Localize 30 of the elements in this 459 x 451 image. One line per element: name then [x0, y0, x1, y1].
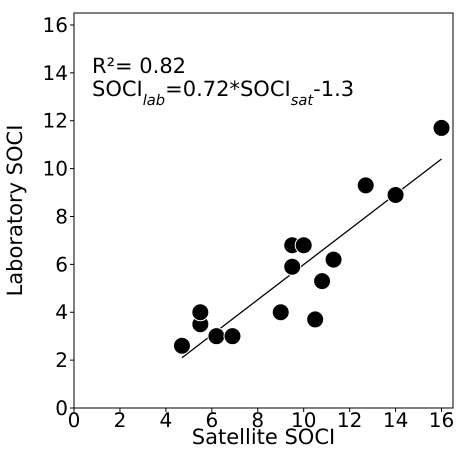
y-tick-label: 12 — [42, 108, 68, 133]
point — [386, 186, 405, 204]
point — [306, 310, 324, 328]
annotation: R²= 0.82 — [92, 54, 186, 78]
point — [272, 303, 290, 322]
x-tick-label: 4 — [160, 408, 172, 432]
point — [283, 258, 302, 276]
x-tick-label: 6 — [205, 408, 218, 432]
y-tick-label: 10 — [42, 156, 68, 181]
point — [223, 327, 242, 346]
x-tick-label: 2 — [114, 408, 126, 432]
point — [313, 272, 332, 290]
point — [324, 250, 343, 269]
annotation: SOCI$_{lab}$=0.72*SOCI$_{sat}$-1.3 — [92, 77, 354, 108]
point — [356, 176, 375, 194]
point — [172, 336, 191, 355]
y-tick-label: 14 — [42, 60, 68, 85]
y-tick-label: 8 — [55, 204, 68, 228]
y-tick-label: 2 — [55, 348, 68, 372]
y-tick-label: 4 — [55, 300, 68, 324]
y-tick-label: 6 — [55, 252, 68, 276]
point — [191, 303, 210, 322]
x-tick-label: 16 — [428, 408, 454, 432]
y-tick-label: 16 — [42, 12, 68, 37]
point — [294, 236, 313, 254]
y-axis-title: Laboratory SOCI — [3, 124, 27, 296]
point — [207, 327, 226, 346]
point — [432, 118, 451, 137]
x-tick-label: 12 — [336, 408, 362, 432]
x-tick-label: 14 — [382, 408, 408, 432]
